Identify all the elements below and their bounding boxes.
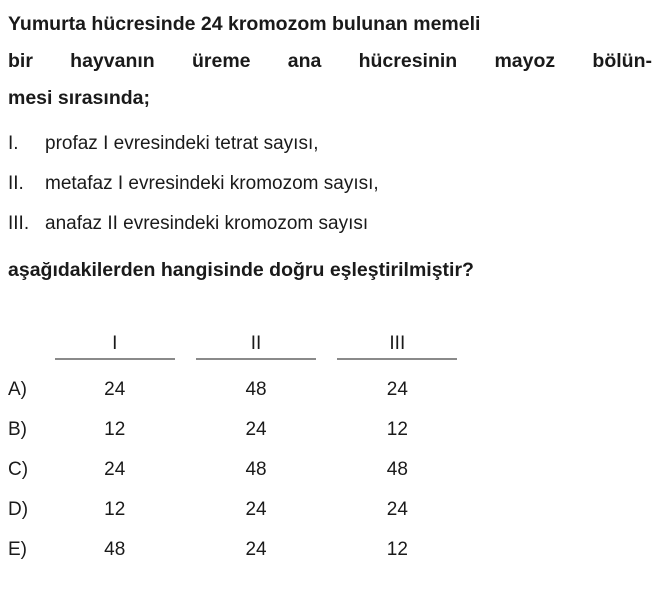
option-e-value-ii: 24 [245, 539, 267, 560]
option-letter-b: B) [8, 419, 27, 440]
roman-numeral-label: I. [8, 133, 19, 154]
option-a-value-i: 24 [104, 379, 126, 400]
option-c-value-iii: 48 [386, 459, 408, 480]
roman-numeral-list: I. profaz I evresindeki tetrat sayısı, II… [8, 124, 652, 244]
stem-line-2-word: üreme [191, 50, 251, 72]
option-b-value-i: 12 [104, 419, 126, 440]
option-letter-e: E) [8, 539, 27, 560]
option-d-value-ii: 24 [245, 499, 267, 520]
answer-options-table: I II III A) 24 48 24 B) 12 24 12 [8, 330, 468, 570]
question-prompt: aşağıdakilerden hangisinde doğru eşleşti… [8, 259, 474, 281]
option-c-value-i: 24 [104, 459, 126, 480]
option-e-value-iii: 12 [386, 539, 408, 560]
roman-numeral-label: II. [8, 173, 24, 194]
list-item: II. metafaz I evresindeki kromozom sayısı… [8, 164, 652, 204]
stem-line-1: Yumurta hücresinde 24 kromozom bulunan m… [8, 13, 481, 35]
option-letter-a: A) [8, 379, 27, 400]
column-rule-i [44, 358, 185, 370]
stem-line-2-word: mayoz [494, 50, 556, 72]
stem-line-2-word: hayvanın [70, 50, 155, 72]
list-item: III. anafaz II evresindeki kromozom sayıs… [8, 204, 652, 244]
rule-spacer [8, 358, 44, 370]
roman-numeral-label: III. [8, 213, 30, 234]
stem-line-2-word: ana [287, 50, 322, 72]
column-header-ii: II [250, 333, 262, 354]
option-d-value-iii: 24 [386, 499, 408, 520]
stem-line-2-word: bir [8, 50, 33, 72]
table-header-row: I II III [8, 330, 468, 358]
option-letter-d: D) [8, 499, 29, 520]
table-row[interactable]: B) 12 24 12 [8, 410, 468, 450]
option-e-value-i: 48 [104, 539, 126, 560]
option-b-value-ii: 24 [245, 419, 267, 440]
table-row[interactable]: D) 12 24 24 [8, 490, 468, 530]
option-c-value-ii: 48 [245, 459, 267, 480]
column-rule-ii [185, 358, 326, 370]
option-b-value-iii: 12 [386, 419, 408, 440]
roman-item-text: profaz I evresindeki tetrat sayısı, [45, 133, 319, 154]
stem-line-3: mesi sırasında; [8, 87, 150, 109]
roman-item-text: anafaz II evresindeki kromozom sayısı [45, 213, 369, 234]
option-a-value-ii: 48 [245, 379, 267, 400]
column-header-i: I [112, 333, 118, 354]
header-spacer [8, 330, 44, 358]
column-rule-iii [327, 358, 468, 370]
option-letter-c: C) [8, 459, 29, 480]
list-item: I. profaz I evresindeki tetrat sayısı, [8, 124, 652, 164]
table-row[interactable]: E) 48 24 12 [8, 530, 468, 570]
question-stem: Yumurta hücresinde 24 kromozom bulunan m… [8, 6, 652, 117]
column-header-iii: III [389, 333, 406, 354]
option-d-value-i: 12 [104, 499, 126, 520]
roman-item-text: metafaz I evresindeki kromozom sayısı, [45, 173, 379, 194]
table-row[interactable]: C) 24 48 48 [8, 450, 468, 490]
stem-line-2: bir hayvanın üreme ana hücresinin mayoz … [8, 43, 652, 80]
option-a-value-iii: 24 [386, 379, 408, 400]
table-row[interactable]: A) 24 48 24 [8, 370, 468, 410]
stem-line-2-word: bölün- [592, 50, 652, 72]
stem-line-2-word: hücresinin [358, 50, 458, 72]
table-rule-row [8, 358, 468, 370]
